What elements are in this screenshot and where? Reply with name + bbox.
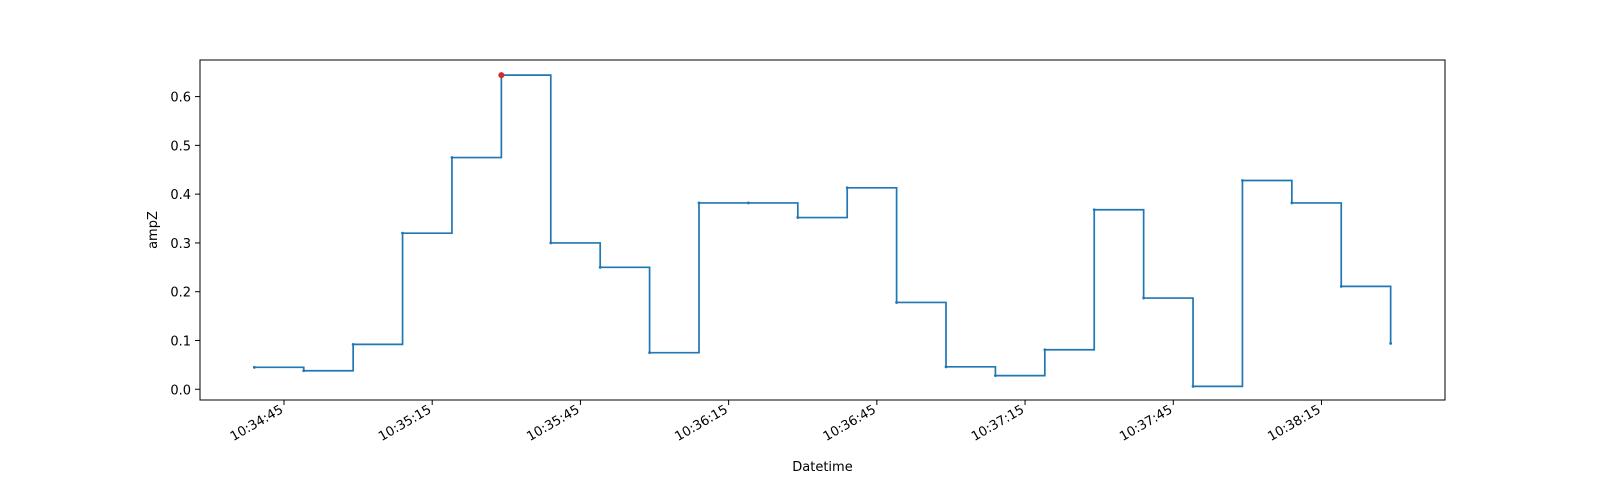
- data-point: [252, 365, 256, 369]
- y-tick-label: 0.6: [170, 91, 191, 106]
- y-axis-label: ampZ: [146, 211, 161, 249]
- data-point: [351, 342, 355, 346]
- y-axis: 0.0 0.1 0.2 0.3 0.4 0.5 0.6: [170, 91, 200, 398]
- data-point: [944, 365, 948, 369]
- data-point: [994, 374, 997, 378]
- x-axis-label: Datetime: [792, 460, 852, 475]
- data-point: [1389, 342, 1393, 345]
- data-point: [697, 201, 701, 205]
- data-point: [1092, 208, 1096, 212]
- data-point: [895, 301, 899, 304]
- data-point: [796, 216, 800, 219]
- data-point: [1142, 296, 1146, 300]
- y-tick-label: 0.0: [170, 383, 191, 398]
- y-tick-label: 0.4: [170, 188, 191, 203]
- data-point: [648, 351, 651, 355]
- data-point: [1339, 284, 1343, 288]
- data-point: [598, 265, 602, 269]
- data-point: [1241, 179, 1244, 182]
- data-point: [302, 369, 306, 373]
- y-tick-label: 0.2: [170, 286, 191, 301]
- data-point: [845, 186, 849, 190]
- data-point: [450, 156, 454, 159]
- data-point: [1043, 348, 1047, 352]
- y-tick-label: 0.5: [170, 139, 191, 154]
- data-point: [401, 231, 404, 235]
- data-point: [549, 241, 553, 245]
- max-point-marker: [498, 72, 505, 79]
- plot-area: [199, 59, 1446, 401]
- y-tick-label: 0.1: [170, 334, 191, 349]
- y-tick-label: 0.3: [170, 237, 191, 252]
- data-point: [1290, 201, 1294, 205]
- data-point: [746, 201, 750, 205]
- series-line-0: [254, 74, 1392, 388]
- plot-frame: [199, 59, 1446, 401]
- data-point: [1191, 384, 1195, 388]
